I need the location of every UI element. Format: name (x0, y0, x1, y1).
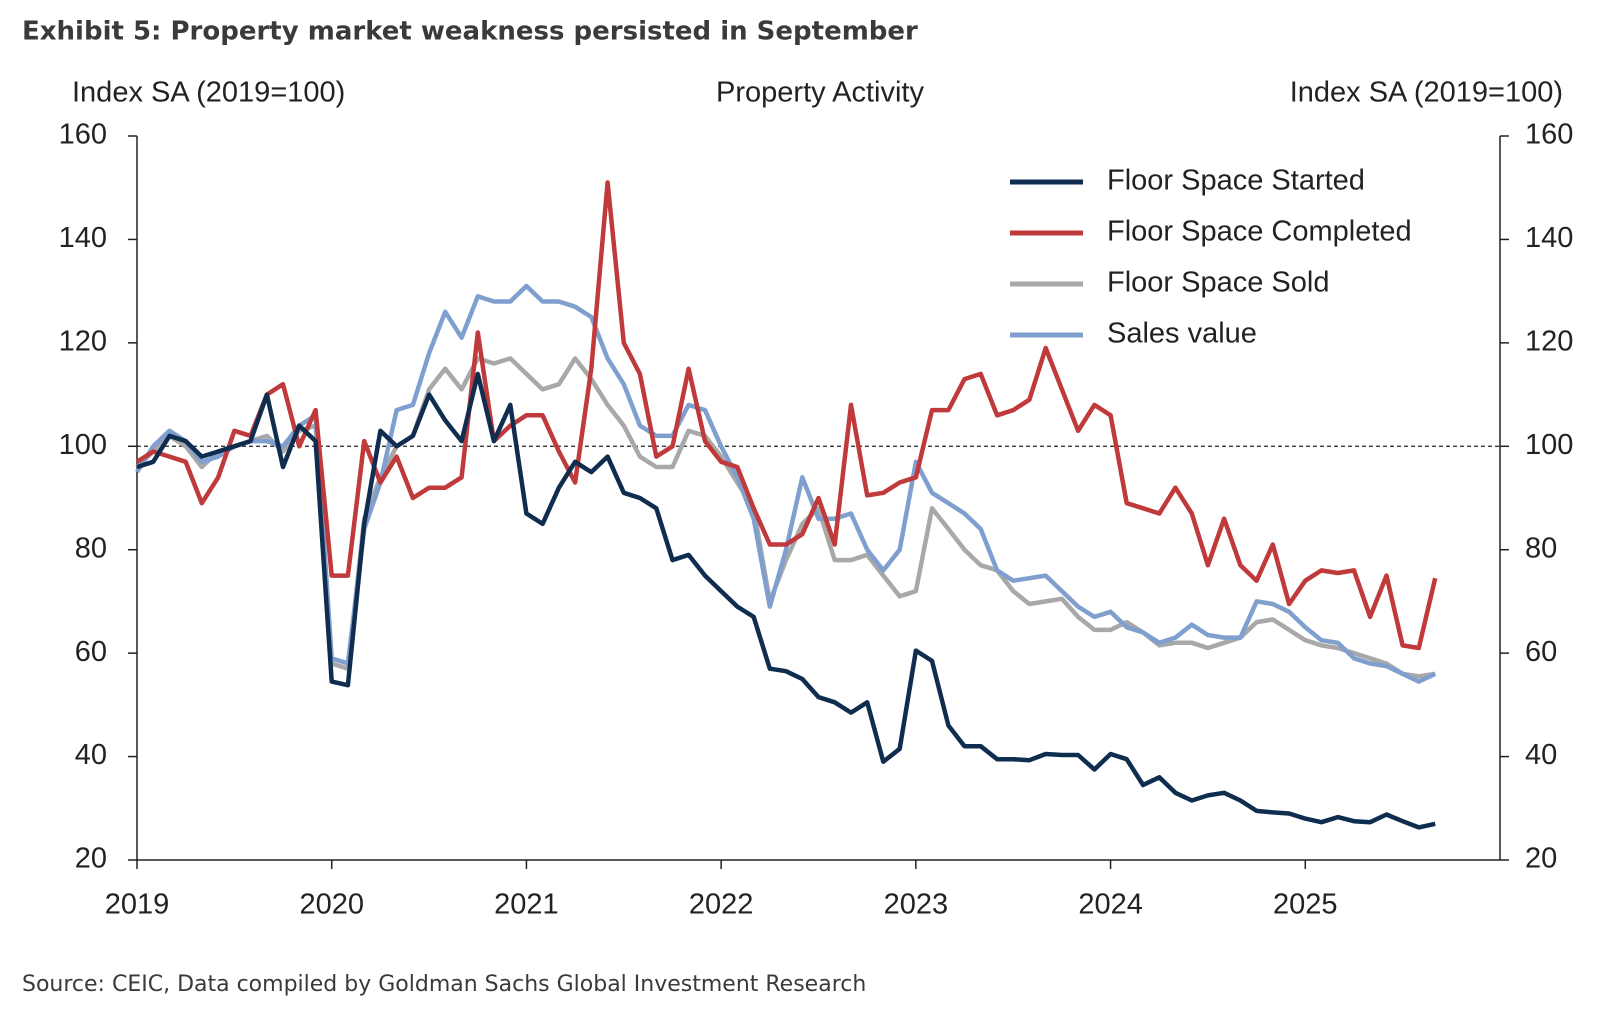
y-tick-label: 40 (75, 739, 107, 771)
legend-label: Sales value (1107, 318, 1257, 350)
x-tick-label: 2021 (494, 889, 559, 921)
x-tick-label: 2025 (1273, 889, 1338, 921)
source-note: Source: CEIC, Data compiled by Goldman S… (22, 972, 866, 997)
y-tick-label: 100 (59, 429, 107, 461)
y2-tick-label: 100 (1525, 429, 1573, 461)
x-tick-label: 2019 (105, 889, 170, 921)
chart-title: Exhibit 5: Property market weakness pers… (22, 17, 918, 47)
y2-tick-label: 40 (1525, 739, 1557, 771)
x-tick-label: 2024 (1078, 889, 1143, 921)
legend-label: Floor Space Sold (1107, 267, 1329, 299)
y2-tick-label: 80 (1525, 532, 1557, 564)
legend-label: Floor Space Started (1107, 165, 1365, 197)
y2-axis-label: Index SA (2019=100) (1290, 77, 1563, 109)
y-tick-label: 160 (59, 119, 107, 151)
chart-subtitle: Property Activity (716, 77, 924, 109)
y-tick-label: 60 (75, 636, 107, 668)
y-tick-label: 140 (59, 222, 107, 254)
y-tick-label: 120 (59, 326, 107, 358)
x-tick-label: 2022 (689, 889, 754, 921)
x-tick-label: 2020 (299, 889, 364, 921)
y-tick-label: 80 (75, 532, 107, 564)
series-line (136, 371, 1436, 830)
y2-tick-label: 160 (1525, 119, 1573, 151)
legend-label: Floor Space Completed (1107, 216, 1412, 248)
y-axis-label: Index SA (2019=100) (72, 77, 345, 109)
y2-tick-label: 20 (1525, 843, 1557, 875)
series-line (135, 180, 1438, 651)
x-tick-label: 2023 (884, 889, 949, 921)
y2-tick-label: 120 (1525, 326, 1573, 358)
y-tick-label: 20 (75, 843, 107, 875)
y2-tick-label: 140 (1525, 222, 1573, 254)
y2-tick-label: 60 (1525, 636, 1557, 668)
